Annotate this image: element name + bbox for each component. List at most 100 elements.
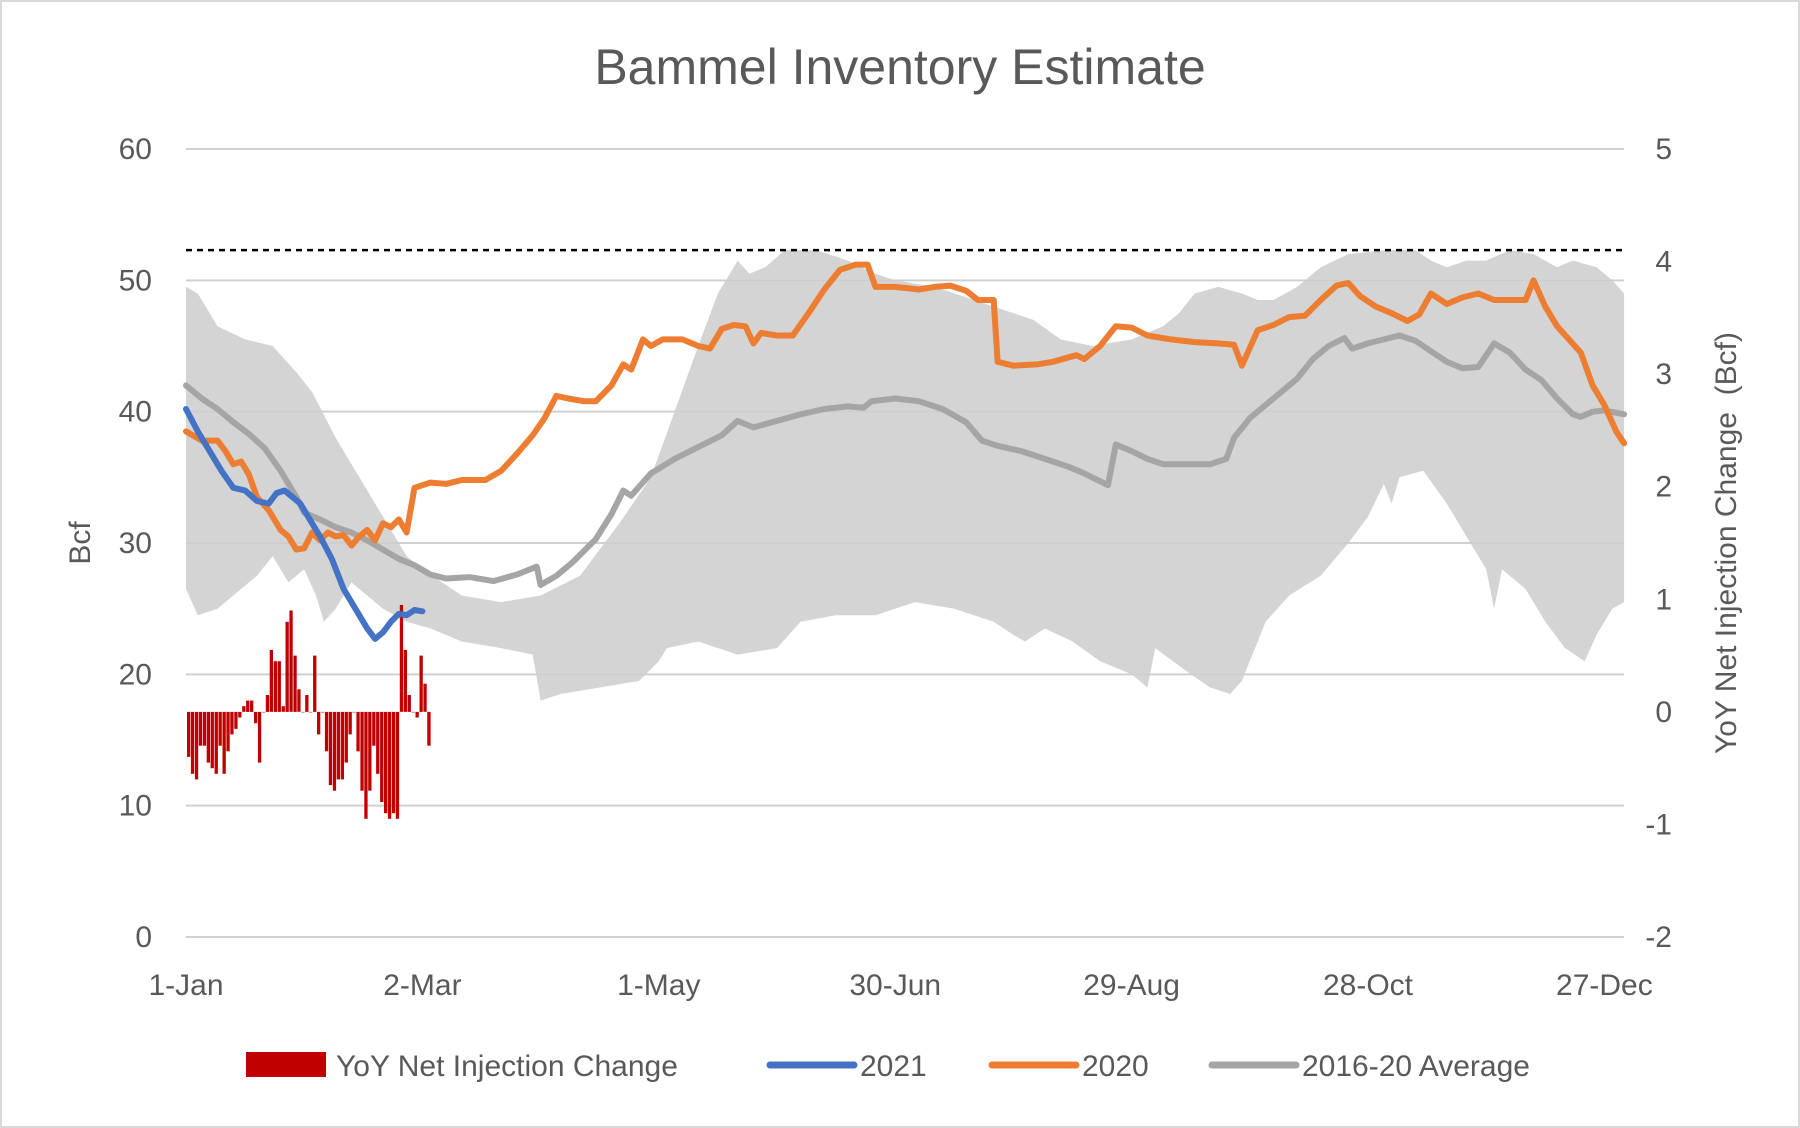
x-tick-label: 30-Jun bbox=[849, 969, 941, 1002]
yoy-bar bbox=[419, 655, 423, 712]
x-axis: 1-Jan 2-Mar 1-May 30-Jun 29-Aug 28-Oct 27-Dec bbox=[148, 969, 1652, 1002]
y-axis-left: 0 10 20 30 40 50 60 bbox=[119, 133, 152, 954]
range-band-area bbox=[186, 250, 1625, 701]
series-line-2021 bbox=[183, 406, 426, 642]
x-tick-label: 1-Jan bbox=[148, 969, 223, 1002]
legend-label: YoY Net Injection Change bbox=[336, 1050, 678, 1083]
legend: YoY Net Injection Change 2021 2020 2016-20 … bbox=[246, 1050, 1530, 1083]
yoy-bar bbox=[411, 711, 415, 713]
legend-label: 2021 bbox=[860, 1050, 927, 1083]
yoy-bar bbox=[391, 711, 396, 814]
yoy-bar bbox=[340, 711, 344, 780]
x-tick-label: 27-Dec bbox=[1556, 969, 1653, 1002]
yoy-bar bbox=[368, 711, 372, 791]
yoy-bar bbox=[360, 711, 364, 791]
yoy-bar bbox=[226, 711, 230, 752]
yoy-bar bbox=[269, 649, 273, 712]
yoy-bar bbox=[297, 689, 301, 712]
y2-tick-label: 0 bbox=[1655, 696, 1672, 729]
yoy-bar bbox=[423, 683, 427, 712]
y2-tick-label: 1 bbox=[1655, 583, 1672, 616]
legend-label: 2020 bbox=[1082, 1050, 1149, 1083]
yoy-bar bbox=[206, 711, 210, 763]
line-series bbox=[183, 261, 1628, 642]
yoy-bar bbox=[285, 621, 289, 712]
legend-item: 2016-20 Average bbox=[1208, 1050, 1530, 1083]
yoy-bar bbox=[309, 711, 313, 713]
yoy-bar bbox=[293, 655, 297, 712]
yoy-bar bbox=[384, 711, 388, 814]
yoy-bar bbox=[395, 711, 400, 819]
series-line-2016-20-average bbox=[183, 332, 1628, 588]
legend-item: 2020 bbox=[988, 1050, 1149, 1083]
y2-tick-label: 2 bbox=[1655, 471, 1672, 504]
y-tick-label: 20 bbox=[119, 658, 152, 691]
yoy-bar bbox=[372, 711, 376, 746]
yoy-bar bbox=[415, 711, 419, 718]
yoy-bar bbox=[348, 711, 352, 735]
y2-tick-label: -1 bbox=[1645, 808, 1672, 841]
x-tick-label: 1-May bbox=[617, 969, 700, 1002]
y-tick-label: 50 bbox=[119, 264, 152, 297]
yoy-bar bbox=[265, 695, 270, 712]
yoy-bar bbox=[234, 711, 238, 729]
yoy-bar bbox=[257, 711, 262, 763]
yoy-bar bbox=[254, 711, 258, 724]
x-tick-label: 29-Aug bbox=[1083, 969, 1180, 1002]
bar-series bbox=[187, 604, 431, 819]
y-tick-label: 40 bbox=[119, 396, 152, 429]
legend-item: YoY Net Injection Change bbox=[246, 1050, 678, 1083]
y2-axis-title: YoY Net Injection Change (Bcf) bbox=[1710, 332, 1743, 754]
yoy-bar bbox=[403, 649, 407, 712]
range-band bbox=[186, 148, 1625, 938]
x-tick-label: 2-Mar bbox=[383, 969, 461, 1002]
legend-swatch-bar bbox=[246, 1052, 326, 1077]
yoy-bar bbox=[214, 711, 218, 774]
yoy-bar bbox=[202, 711, 207, 746]
yoy-bar bbox=[261, 711, 266, 713]
yoy-bar bbox=[332, 711, 337, 791]
yoy-bar bbox=[210, 711, 214, 769]
yoy-bar bbox=[301, 711, 305, 713]
y2-tick-label: -2 bbox=[1645, 921, 1672, 954]
yoy-bar bbox=[407, 695, 411, 712]
series-line-2020 bbox=[183, 261, 1628, 553]
yoy-bar bbox=[218, 711, 222, 746]
yoy-bar bbox=[399, 604, 404, 712]
yoy-bar bbox=[380, 711, 384, 802]
yoy-bar bbox=[238, 711, 242, 718]
y-tick-label: 60 bbox=[119, 133, 152, 166]
yoy-bar bbox=[313, 655, 317, 712]
yoy-bar bbox=[328, 711, 333, 786]
chart-title: Bammel Inventory Estimate bbox=[594, 39, 1205, 95]
y-tick-label: 30 bbox=[119, 527, 152, 560]
yoy-bar bbox=[305, 695, 309, 712]
y2-tick-label: 4 bbox=[1655, 246, 1672, 279]
yoy-bar bbox=[273, 661, 277, 712]
yoy-bar bbox=[250, 700, 254, 712]
yoy-bar bbox=[230, 711, 234, 735]
yoy-bar bbox=[344, 711, 348, 763]
yoy-bar bbox=[277, 661, 281, 712]
yoy-bar bbox=[336, 711, 340, 780]
yoy-bar bbox=[376, 711, 380, 774]
legend-label: 2016-20 Average bbox=[1302, 1050, 1530, 1083]
yoy-bar bbox=[289, 610, 293, 712]
yoy-bar bbox=[324, 711, 329, 752]
yoy-bar bbox=[387, 711, 392, 819]
yoy-bar bbox=[242, 706, 246, 712]
y-tick-label: 0 bbox=[135, 921, 152, 954]
yoy-bar bbox=[190, 711, 195, 774]
yoy-bar bbox=[187, 711, 191, 757]
y2-tick-label: 5 bbox=[1655, 133, 1672, 166]
y-tick-label: 10 bbox=[119, 790, 152, 823]
y-axis-right: -2 -1 0 1 2 3 4 5 bbox=[1645, 133, 1672, 954]
yoy-bar bbox=[222, 711, 226, 774]
yoy-bar bbox=[321, 711, 325, 713]
yoy-bar bbox=[317, 711, 321, 735]
y2-tick-label: 3 bbox=[1655, 358, 1672, 391]
x-tick-label: 28-Oct bbox=[1323, 969, 1414, 1002]
yoy-bar bbox=[246, 700, 250, 712]
yoy-bar bbox=[364, 711, 368, 819]
